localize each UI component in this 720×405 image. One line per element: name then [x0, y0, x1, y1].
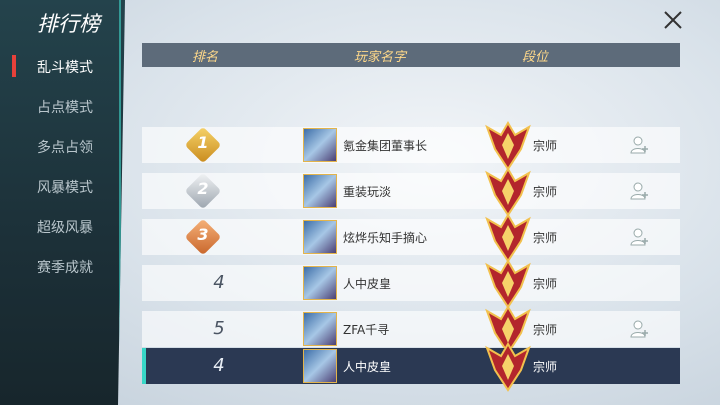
column-header: 玩家名字 [353, 50, 407, 65]
player-name: 炫烨乐知手摘心 [343, 231, 428, 245]
tier-name: 宗师 [533, 185, 558, 199]
player-avatar [303, 312, 337, 346]
player-row: 5 ZFA千寻 宗师 [142, 305, 680, 355]
player-row: 2 重装玩淡 宗师 [142, 167, 680, 217]
sidebar-edge [119, 0, 121, 405]
player-row: 4 人中皮皇 宗师 [142, 259, 680, 309]
column-header: 段位 [521, 50, 549, 65]
tier-name: 宗师 [533, 231, 558, 245]
rank-number: 1 [197, 133, 209, 152]
rank-number: 2 [197, 179, 209, 198]
tier-name: 宗师 [533, 323, 558, 337]
player-name: 氪金集团董事长 [343, 139, 428, 153]
rank-number: 4 [213, 272, 225, 293]
player-name: 重装玩淡 [343, 185, 392, 199]
menu-item[interactable]: 占点模式 [37, 100, 93, 116]
player-name: 人中皮皇 [343, 277, 392, 291]
player-avatar [303, 349, 337, 383]
column-header: 排名 [191, 50, 219, 65]
tier-name: 宗师 [533, 360, 558, 374]
page-title: 排行榜 [37, 12, 100, 36]
tier-emblem [485, 340, 531, 396]
rank-number: 4 [213, 355, 225, 376]
rank-number: 5 [213, 318, 225, 339]
player-avatar [303, 128, 337, 162]
player-avatar [303, 266, 337, 300]
tier-name: 宗师 [533, 277, 558, 291]
rank-number: 3 [197, 225, 209, 244]
add-friend-button[interactable] [630, 228, 650, 246]
menu-item[interactable]: 风暴模式 [37, 180, 93, 196]
player-avatar [303, 220, 337, 254]
menu-item[interactable]: 乱斗模式 [37, 60, 93, 76]
menu-item[interactable]: 多点占领 [37, 140, 93, 156]
player-name: ZFA千寻 [343, 323, 390, 337]
player-row: 3 炫烨乐知手摘心 宗师 [142, 213, 680, 263]
player-avatar [303, 174, 337, 208]
self-row: 4 人中皮皇 宗师 [142, 342, 680, 392]
menu-item[interactable]: 超级风暴 [37, 220, 93, 236]
menu-item[interactable]: 赛季成就 [37, 260, 93, 276]
self-marker [142, 348, 146, 384]
player-row: 1 氪金集团董事长 宗师 [142, 121, 680, 171]
table-header: 排名 玩家名字 段位 [142, 43, 680, 67]
add-friend-button[interactable] [630, 182, 650, 200]
player-name: 人中皮皇 [343, 360, 392, 374]
close-button[interactable] [662, 9, 684, 31]
add-friend-button[interactable] [630, 136, 650, 154]
sidebar [0, 0, 125, 405]
add-friend-button[interactable] [630, 320, 650, 338]
active-indicator [12, 55, 16, 77]
tier-name: 宗师 [533, 139, 558, 153]
